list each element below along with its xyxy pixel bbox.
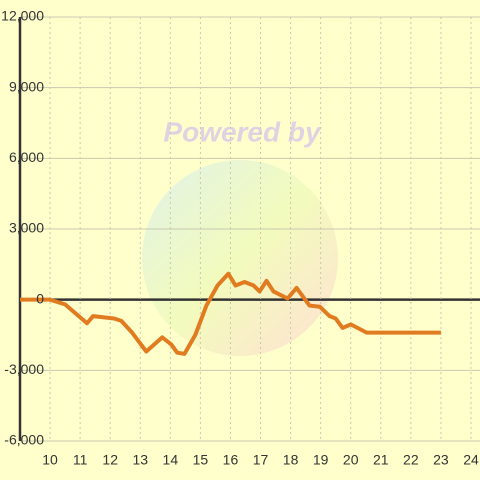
data-line xyxy=(20,271,441,356)
watermark-circle xyxy=(142,160,338,356)
y-tick-label: 9,000 xyxy=(9,78,44,94)
y-tick-label: -6,000 xyxy=(4,432,44,448)
x-tick-label: 22 xyxy=(403,452,419,468)
y-tick-label: 0 xyxy=(36,290,44,306)
x-tick-label: 10 xyxy=(42,452,58,468)
x-tick-label: 24 xyxy=(463,452,479,468)
x-tick-label: 23 xyxy=(433,452,449,468)
x-tick-label: 16 xyxy=(223,452,239,468)
x-tick-label: 17 xyxy=(253,452,269,468)
x-tick-label: 13 xyxy=(132,452,148,468)
y-tick-label: 6,000 xyxy=(9,149,44,165)
y-tick-label: -3,000 xyxy=(4,361,44,377)
x-tick-label: 11 xyxy=(73,452,88,468)
watermark-text: Powered by xyxy=(163,116,322,147)
x-tick-label: 12 xyxy=(102,452,118,468)
x-tick-label: 21 xyxy=(373,452,389,468)
x-tick-label: 20 xyxy=(343,452,359,468)
x-tick-label: 18 xyxy=(283,452,299,468)
x-tick-label: 14 xyxy=(163,452,179,468)
x-tick-label: 15 xyxy=(193,452,209,468)
y-tick-label: 12,000 xyxy=(1,8,44,24)
x-tick-label: 19 xyxy=(313,452,329,468)
y-tick-label: 3,000 xyxy=(9,220,44,236)
